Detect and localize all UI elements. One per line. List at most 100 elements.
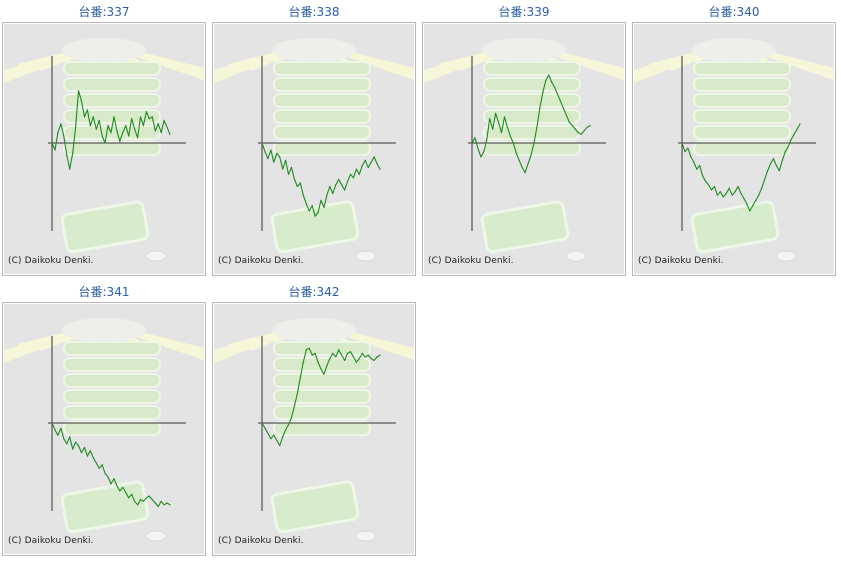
data-point: [755, 199, 757, 201]
data-point: [332, 192, 334, 195]
data-point: [270, 438, 272, 440]
data-point: [480, 156, 482, 158]
data-point: [296, 392, 298, 394]
data-point: [580, 133, 582, 135]
ray-decor: [351, 334, 414, 359]
data-point: [119, 140, 121, 142]
data-point: [169, 504, 171, 506]
data-point: [737, 185, 739, 188]
data-point: [565, 114, 567, 116]
stack-decor: [63, 389, 161, 404]
data-point: [89, 125, 91, 127]
data-point: [554, 86, 556, 88]
data-point: [335, 184, 337, 186]
data-point: [273, 161, 275, 163]
coin-decor: [775, 250, 797, 262]
data-point: [349, 173, 352, 175]
data-point: [287, 424, 290, 426]
data-point: [264, 151, 266, 153]
copyright-label: (C) Daikoku Denki.: [638, 256, 724, 266]
data-point: [267, 158, 269, 160]
data-point: [559, 100, 562, 102]
data-point: [66, 443, 68, 445]
data-point: [163, 504, 165, 506]
machine-chart-card: 台番:339 (C) Daikoku Denki.: [422, 0, 626, 276]
data-point: [134, 128, 136, 130]
chart-title[interactable]: 台番:342: [288, 285, 340, 299]
data-point: [287, 173, 290, 175]
data-point: [142, 500, 144, 502]
data-point: [539, 107, 541, 109]
data-point: [536, 126, 538, 128]
data-point: [530, 154, 532, 156]
stack-decor: [483, 77, 581, 92]
chart-panel: (C) Daikoku Denki.: [2, 22, 206, 276]
data-point: [364, 159, 366, 161]
panel-background-art: [214, 304, 414, 554]
data-point: [86, 455, 88, 457]
data-point: [495, 112, 497, 114]
data-point: [75, 441, 77, 443]
data-point: [60, 427, 62, 429]
chart-title[interactable]: 台番:339: [498, 5, 550, 19]
data-point: [83, 116, 86, 118]
chart-svg: [214, 24, 414, 274]
data-point: [373, 156, 375, 158]
data-point: [116, 130, 118, 132]
data-point: [154, 502, 156, 504]
stack-decor: [273, 141, 371, 156]
data-point: [332, 352, 334, 354]
data-point: [110, 132, 112, 134]
copyright-label: (C) Daikoku Denki.: [8, 536, 94, 546]
stack-decor: [693, 141, 791, 156]
data-point: [305, 349, 307, 351]
data-point: [764, 178, 766, 181]
data-point: [589, 125, 591, 127]
data-point: [355, 168, 357, 170]
data-point: [154, 130, 156, 132]
data-point: [574, 128, 576, 130]
data-point: [296, 185, 298, 188]
data-point: [784, 151, 786, 153]
data-point: [72, 152, 74, 154]
data-point: [752, 205, 754, 207]
chart-panel: (C) Daikoku Denki.: [2, 302, 206, 556]
data-point: [690, 156, 692, 158]
data-point: [122, 486, 124, 488]
data-point: [302, 194, 304, 196]
stack-decor: [273, 93, 371, 108]
data-point: [95, 462, 97, 464]
data-point: [731, 194, 733, 196]
chart-title[interactable]: 台番:337: [78, 5, 130, 19]
data-point: [157, 505, 159, 508]
coins-decor: [272, 318, 356, 342]
chart-panel: (C) Daikoku Denki.: [212, 22, 416, 276]
ray-decor: [561, 54, 624, 79]
stack-decor: [63, 61, 161, 76]
data-point: [376, 356, 378, 358]
data-point: [128, 497, 130, 499]
chart-title[interactable]: 台番:340: [708, 5, 760, 19]
chart-title[interactable]: 台番:341: [78, 285, 130, 299]
data-point: [320, 368, 322, 370]
data-point: [314, 352, 316, 354]
machine-chart-card: 台番:340 (C) Daikoku Denki.: [632, 0, 836, 276]
coin-decor: [355, 530, 377, 542]
data-point: [317, 361, 319, 363]
panel-background-art: [4, 24, 204, 274]
data-point: [75, 126, 77, 128]
data-point: [489, 118, 491, 120]
stack-decor: [483, 61, 581, 76]
data-point: [705, 180, 707, 182]
data-point: [125, 125, 127, 127]
copyright-label: (C) Daikoku Denki.: [428, 256, 514, 266]
data-point: [169, 133, 171, 135]
data-point: [264, 427, 266, 429]
data-point: [352, 177, 354, 179]
data-point: [311, 205, 313, 207]
stack-decor: [273, 373, 371, 388]
data-point: [104, 142, 106, 144]
stack-decor: [63, 421, 161, 436]
chart-title[interactable]: 台番:338: [288, 5, 340, 19]
data-point: [86, 109, 88, 111]
